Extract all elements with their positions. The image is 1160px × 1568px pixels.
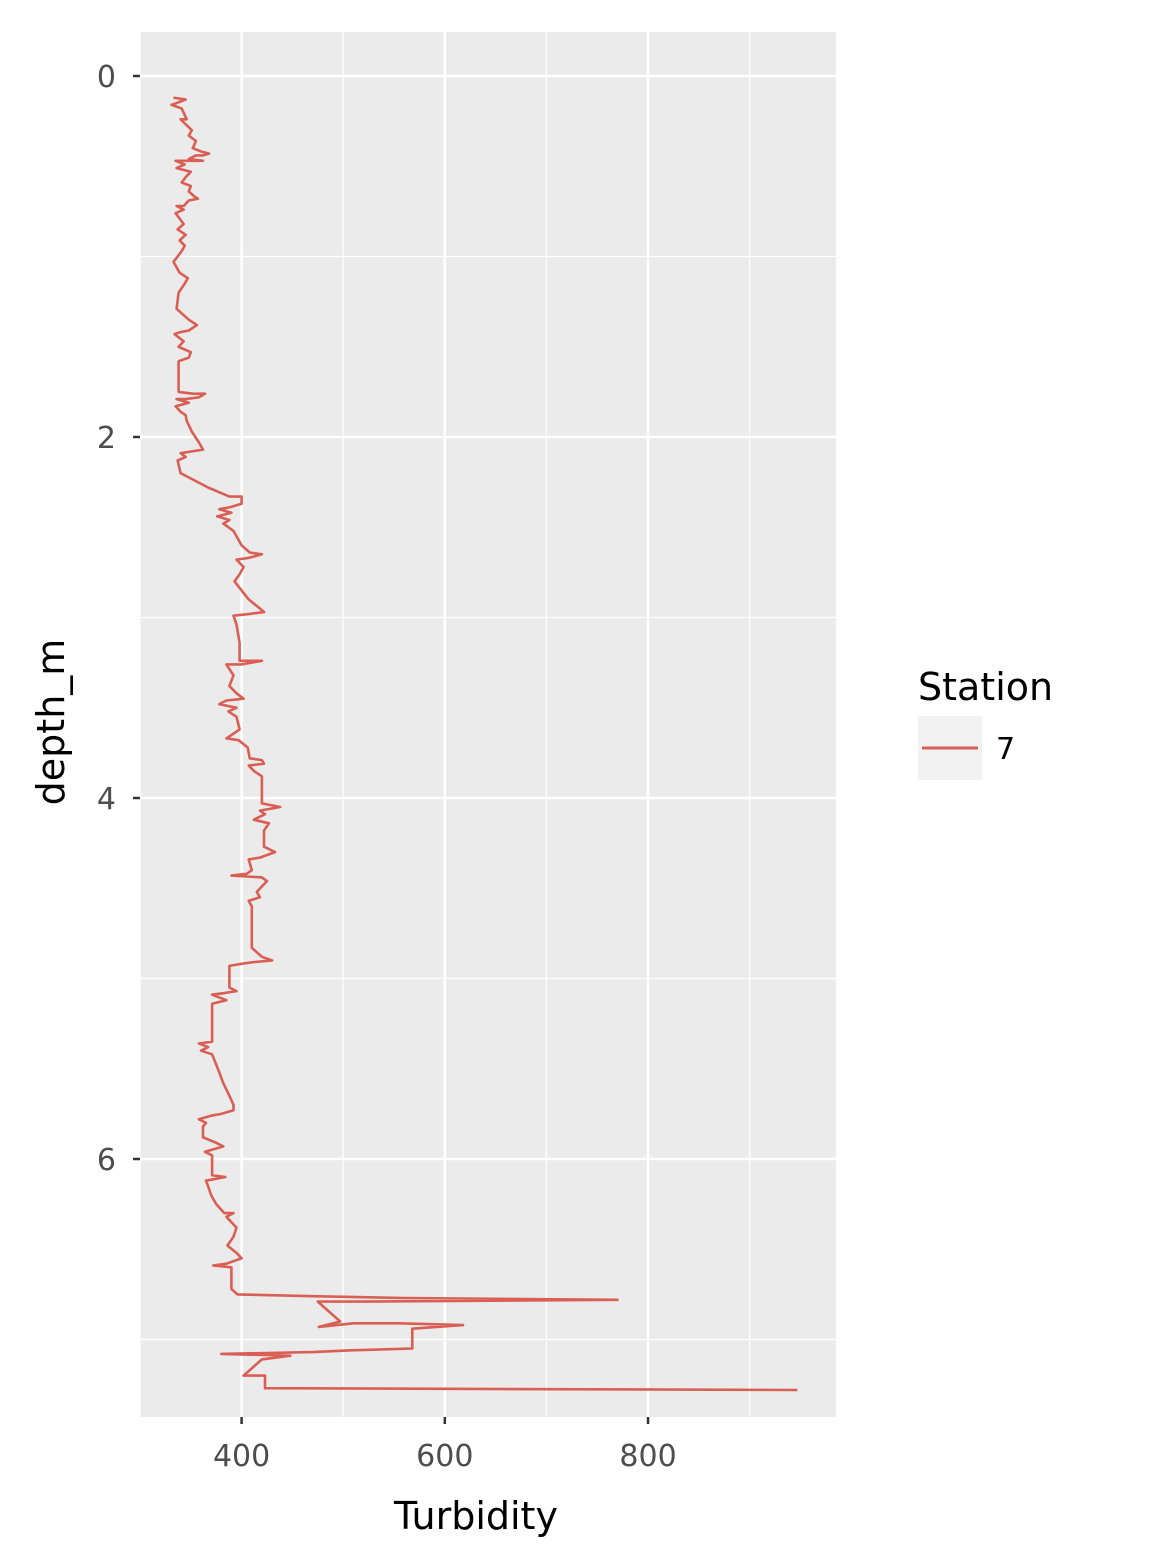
x-tick-label: 800 bbox=[619, 1439, 676, 1474]
y-axis: 0 2 4 6 bbox=[97, 60, 140, 1178]
legend-title: Station bbox=[918, 665, 1053, 709]
y-tick-label: 2 bbox=[97, 421, 116, 456]
y-tick-label: 0 bbox=[97, 60, 116, 95]
y-tick-label: 6 bbox=[97, 1143, 116, 1178]
x-axis: 400 600 800 bbox=[213, 1417, 677, 1474]
legend-label-7: 7 bbox=[996, 732, 1015, 767]
series-line-7 bbox=[170, 96, 798, 1392]
grid-minor bbox=[139, 32, 836, 1417]
y-axis-title: depth_m bbox=[29, 639, 73, 806]
x-axis-title: Turbidity bbox=[393, 1494, 558, 1538]
y-tick-label: 4 bbox=[97, 782, 116, 817]
x-tick-label: 400 bbox=[213, 1439, 270, 1474]
plot-panel bbox=[140, 32, 836, 1417]
legend: Station 7 bbox=[918, 665, 1053, 780]
x-tick-label: 600 bbox=[416, 1439, 473, 1474]
series-layer bbox=[170, 96, 798, 1392]
grid-major bbox=[140, 32, 836, 1417]
